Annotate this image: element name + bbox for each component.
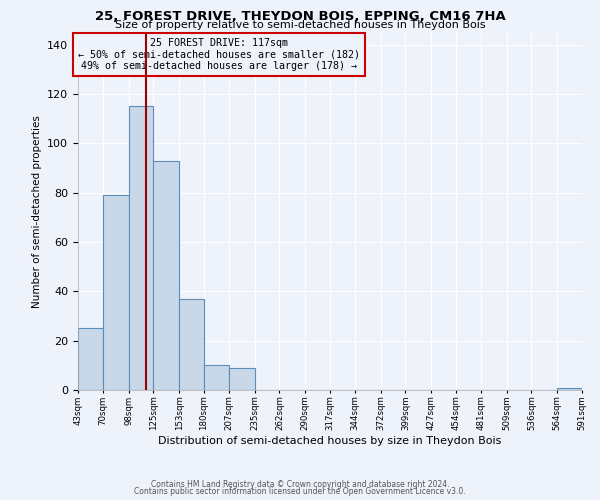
Bar xyxy=(128,106,154,390)
X-axis label: Distribution of semi-detached houses by size in Theydon Bois: Distribution of semi-detached houses by … xyxy=(158,436,502,446)
Text: Size of property relative to semi-detached houses in Theydon Bois: Size of property relative to semi-detach… xyxy=(115,20,485,30)
Bar xyxy=(78,328,103,390)
Bar xyxy=(103,195,128,390)
Text: 25, FOREST DRIVE, THEYDON BOIS, EPPING, CM16 7HA: 25, FOREST DRIVE, THEYDON BOIS, EPPING, … xyxy=(95,10,505,23)
Bar xyxy=(154,160,179,390)
Bar xyxy=(204,366,229,390)
Bar xyxy=(557,388,582,390)
Bar xyxy=(179,299,204,390)
Text: Contains HM Land Registry data © Crown copyright and database right 2024.: Contains HM Land Registry data © Crown c… xyxy=(151,480,449,489)
Text: 25 FOREST DRIVE: 117sqm
← 50% of semi-detached houses are smaller (182)
49% of s: 25 FOREST DRIVE: 117sqm ← 50% of semi-de… xyxy=(78,38,360,71)
Bar xyxy=(229,368,254,390)
Y-axis label: Number of semi-detached properties: Number of semi-detached properties xyxy=(32,115,41,308)
Text: Contains public sector information licensed under the Open Government Licence v3: Contains public sector information licen… xyxy=(134,487,466,496)
